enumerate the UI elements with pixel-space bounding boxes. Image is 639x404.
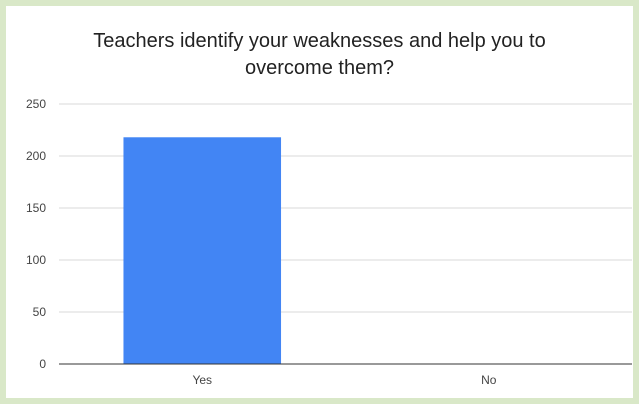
bar-yes: [123, 137, 282, 364]
y-tick-label: 250: [26, 97, 46, 111]
y-tick-label: 0: [39, 357, 46, 371]
y-tick-label: 100: [26, 253, 46, 267]
chart-title-line-2: overcome them?: [245, 57, 394, 79]
x-axis-ticks: Yes No: [192, 373, 496, 387]
chart-card: Teachers identify your weaknesses and he…: [6, 6, 633, 398]
y-tick-label: 150: [26, 201, 46, 215]
x-tick-label: Yes: [192, 373, 212, 387]
bar-chart: 0 50 100 150 200 250 Yes No: [26, 97, 632, 387]
x-tick-label: No: [481, 373, 497, 387]
bars: [123, 137, 282, 364]
y-axis-ticks: 0 50 100 150 200 250: [26, 97, 46, 371]
chart-title: Teachers identify your weaknesses and he…: [6, 28, 633, 82]
chart-title-line-1: Teachers identify your weaknesses and he…: [93, 30, 546, 52]
y-tick-label: 50: [33, 305, 47, 319]
y-tick-label: 200: [26, 149, 46, 163]
